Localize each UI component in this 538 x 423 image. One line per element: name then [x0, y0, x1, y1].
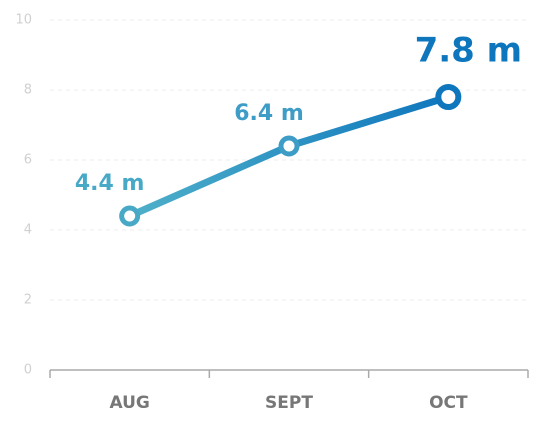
value-label: 4.4 m: [75, 171, 145, 196]
y-tick-label: 6: [24, 153, 32, 168]
point: [278, 135, 300, 157]
x-tick-label: SEPT: [265, 393, 313, 413]
y-tick-label: 0: [24, 363, 32, 378]
y-tick-label: 4: [24, 223, 32, 238]
y-tick-label: 8: [24, 83, 32, 98]
value-label: 7.8 m: [415, 31, 523, 71]
point: [435, 84, 462, 110]
x-tick-label: AUG: [109, 393, 149, 413]
y-tick-label: 2: [24, 293, 32, 308]
x-tick-label: OCT: [429, 393, 468, 413]
y-tick-label: 10: [15, 13, 32, 28]
value-label: 6.4 m: [234, 101, 304, 126]
point: [119, 205, 141, 227]
